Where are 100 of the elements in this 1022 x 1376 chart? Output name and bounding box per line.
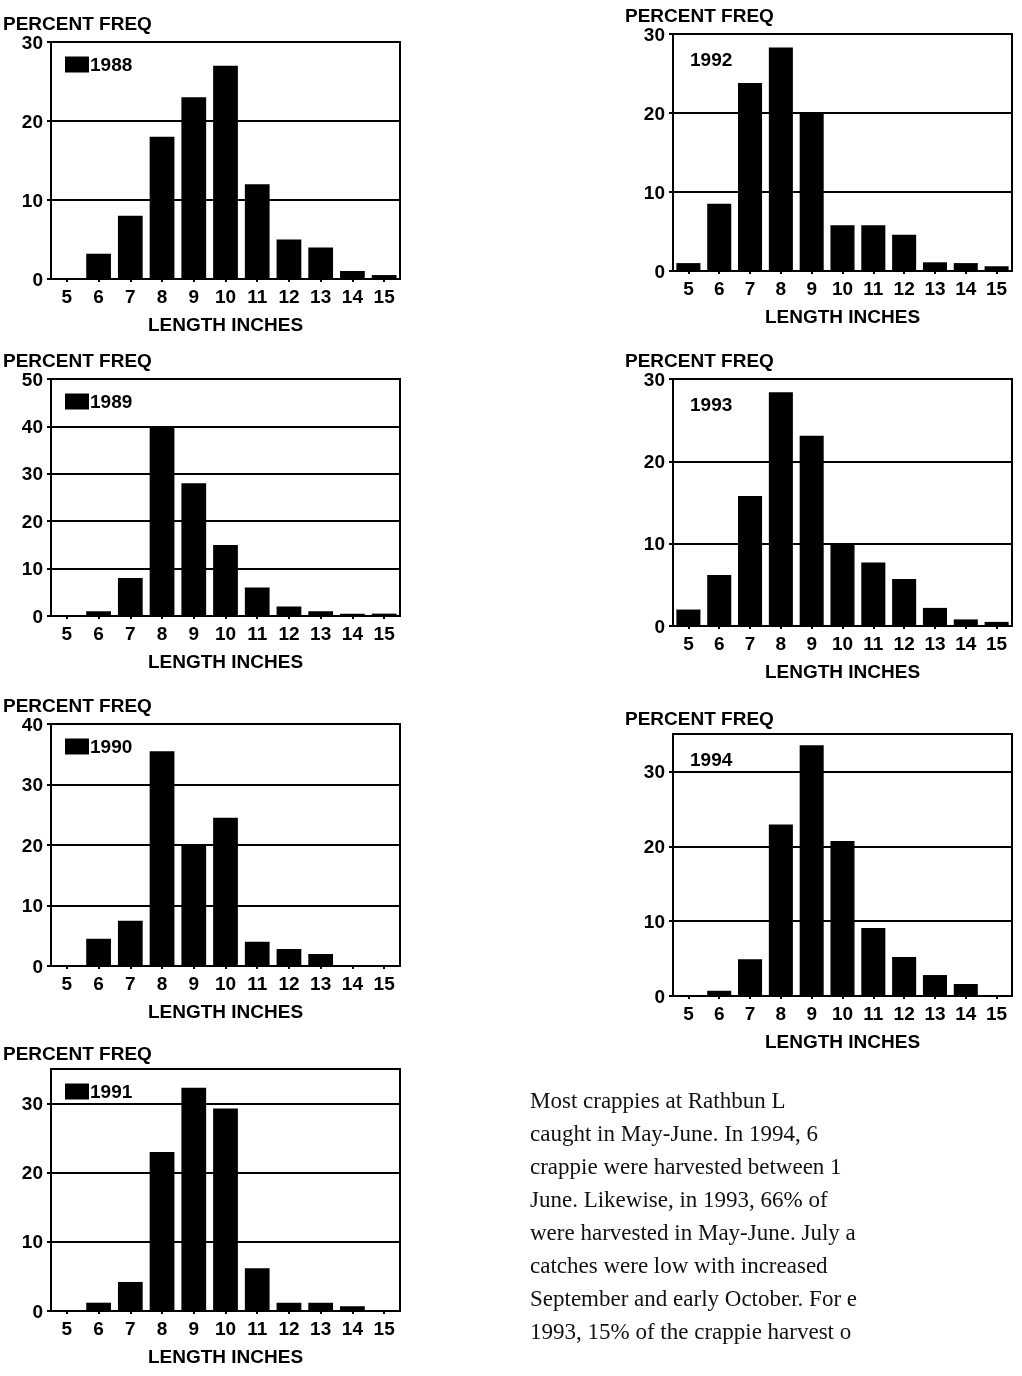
x-tick-label: 9	[188, 973, 200, 994]
x-tick-label: 13	[310, 286, 332, 307]
x-tick-label: 12	[893, 633, 915, 654]
x-tick-label: 6	[93, 1318, 104, 1339]
y-tick-label: 30	[643, 368, 665, 390]
bar	[86, 253, 111, 279]
x-tick-label: 11	[247, 1318, 268, 1339]
bar	[953, 619, 978, 626]
y-tick-label: 40	[21, 415, 43, 437]
bar	[922, 975, 947, 996]
x-axis-title: LENGTH INCHES	[147, 1001, 304, 1022]
y-axis-title: PERCENT FREQ	[625, 349, 774, 371]
x-tick-label: 15	[986, 633, 1008, 654]
y-axis-title: PERCENT FREQ	[3, 12, 152, 34]
x-tick-label: 5	[683, 1003, 695, 1024]
y-tick-label: 40	[21, 713, 43, 735]
y-tick-label: 30	[21, 1093, 43, 1115]
x-tick-label: 5	[683, 278, 695, 299]
x-tick-label: 10	[214, 973, 237, 994]
bar	[276, 949, 302, 966]
bar	[984, 621, 1009, 626]
y-tick-label: 10	[643, 181, 665, 203]
y-tick-label: 10	[21, 895, 43, 916]
y-axis-title: PERCENT FREQ	[625, 4, 774, 26]
bar	[922, 262, 947, 271]
y-axis-title: PERCENT FREQ	[3, 349, 152, 371]
x-tick-label: 13	[310, 1318, 332, 1339]
x-tick-label: 14	[955, 1003, 977, 1024]
x-tick-label: 10	[214, 623, 237, 644]
bar	[276, 239, 302, 279]
x-tick-label: 10	[831, 633, 854, 654]
x-tick-label: 7	[744, 278, 756, 299]
bar	[276, 606, 302, 616]
bar	[86, 938, 111, 966]
x-tick-label: 13	[924, 1003, 946, 1024]
y-tick-label: 0	[654, 260, 665, 282]
y-tick-label: 20	[643, 835, 665, 857]
x-tick-label: 5	[61, 1318, 73, 1339]
bar	[340, 1306, 365, 1311]
x-tick-label: 9	[188, 1318, 200, 1339]
x-tick-label: 7	[125, 286, 136, 307]
text: catches were low with increased	[530, 1252, 829, 1280]
x-tick-label: 6	[93, 623, 104, 644]
bar	[922, 607, 947, 626]
bar	[308, 247, 334, 279]
annotation: 1994	[690, 749, 733, 770]
y-tick-label: 0	[654, 985, 665, 1007]
x-tick-label: 13	[310, 623, 332, 644]
x-tick-label: 11	[863, 1003, 884, 1024]
bar	[676, 263, 701, 271]
bar	[244, 941, 270, 966]
x-tick-label: 14	[955, 278, 977, 299]
x-tick-label: 8	[156, 286, 168, 307]
bar	[953, 263, 978, 271]
annotation: 1993	[690, 394, 733, 415]
y-tick-label: 20	[643, 450, 665, 472]
x-tick-label: 13	[924, 633, 946, 654]
x-tick-label: 6	[93, 286, 104, 307]
bar	[86, 611, 111, 616]
bar	[117, 578, 143, 616]
x-tick-label: 14	[341, 1318, 364, 1339]
x-tick-label: 8	[156, 623, 168, 644]
x-tick-label: 12	[278, 286, 300, 307]
x-tick-label: 7	[125, 973, 136, 994]
x-tick-label: 9	[806, 633, 817, 654]
x-tick-label: 11	[863, 633, 884, 654]
bar	[276, 1302, 302, 1311]
annotation: 1992	[690, 49, 733, 70]
bar	[308, 1302, 334, 1311]
text: 1993, 15% of the crappie harvest o	[530, 1318, 853, 1346]
y-tick-label: 20	[21, 110, 43, 132]
x-tick-label: 13	[310, 973, 332, 994]
bar	[117, 1281, 143, 1311]
bar	[308, 953, 334, 966]
x-tick-label: 10	[214, 1318, 237, 1339]
x-axis-title: LENGTH INCHES	[764, 1031, 921, 1052]
bar	[738, 959, 763, 996]
text: caught in May-June. In 1994, 6	[530, 1120, 820, 1148]
bar	[984, 266, 1009, 271]
x-axis-title: LENGTH INCHES	[147, 651, 304, 672]
bar	[830, 225, 855, 271]
bar	[117, 920, 143, 966]
x-tick-label: 8	[775, 1003, 787, 1024]
bar	[892, 957, 917, 996]
bar	[117, 215, 143, 279]
x-tick-label: 9	[188, 286, 200, 307]
bar	[861, 927, 886, 996]
bar	[861, 225, 886, 271]
x-tick-label: 11	[247, 286, 268, 307]
x-tick-label: 11	[863, 278, 884, 299]
x-tick-label: 15	[373, 973, 396, 994]
bar	[340, 271, 365, 279]
x-tick-label: 6	[713, 1003, 725, 1024]
x-tick-label: 7	[744, 1003, 756, 1024]
x-tick-label: 7	[744, 633, 756, 654]
x-axis-title: LENGTH INCHES	[147, 1346, 304, 1367]
text: Most crappies at Rathbun L	[530, 1087, 787, 1115]
y-tick-label: 20	[643, 102, 665, 124]
y-tick-label: 30	[21, 31, 43, 53]
x-tick-label: 12	[278, 623, 300, 644]
